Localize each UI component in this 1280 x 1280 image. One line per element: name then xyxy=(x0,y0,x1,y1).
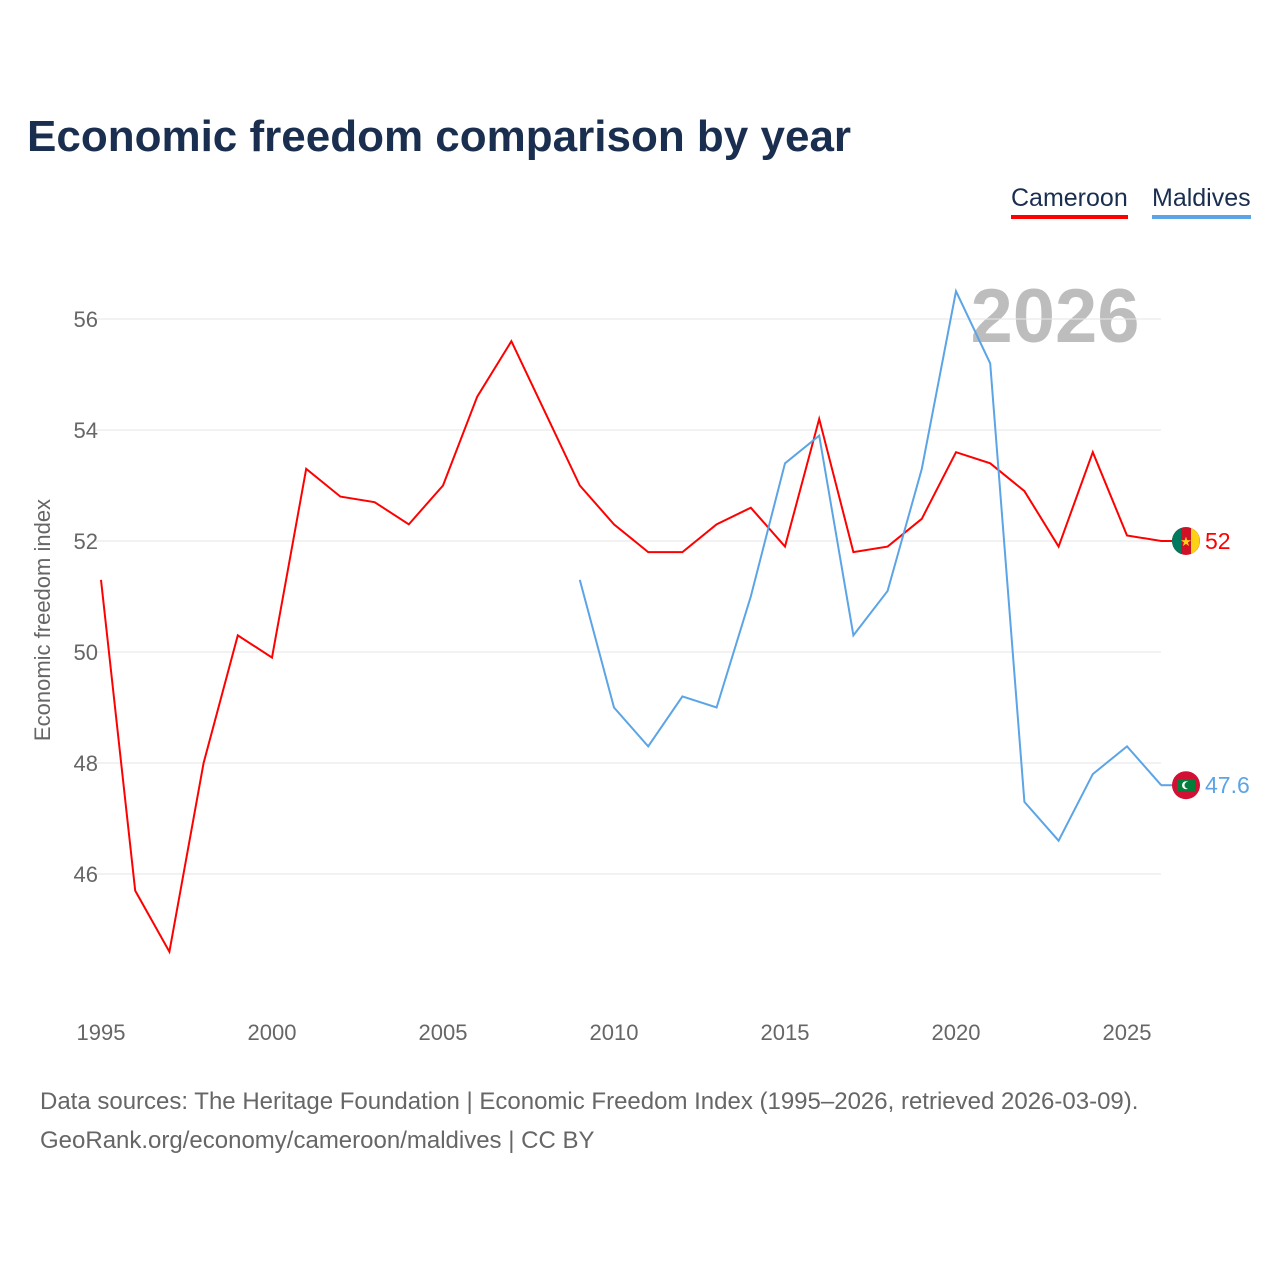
y-tick-label: 52 xyxy=(74,529,98,554)
x-tick-label: 2020 xyxy=(932,1020,981,1045)
legend-maldives[interactable]: Maldives xyxy=(1152,184,1251,219)
source-url: GeoRank.org/economy/cameroon/maldives | … xyxy=(40,1127,595,1154)
flag-yellow-band xyxy=(1191,528,1200,554)
y-axis-label: Economic freedom index xyxy=(30,499,55,741)
y-tick-label: 46 xyxy=(74,862,98,887)
x-tick-label: 2010 xyxy=(590,1020,639,1045)
y-tick-label: 54 xyxy=(74,418,98,443)
legend-cameroon[interactable]: Cameroon xyxy=(1011,184,1128,219)
year-watermark: 2026 xyxy=(970,274,1139,359)
x-tick-label: 1995 xyxy=(77,1020,126,1045)
y-tick-label: 56 xyxy=(74,307,98,332)
y-tick-label: 48 xyxy=(74,751,98,776)
x-tick-label: 2015 xyxy=(761,1020,810,1045)
end-value-label-maldives: 47.6 xyxy=(1205,772,1250,798)
flag-star: ★ xyxy=(1180,534,1192,549)
series-line-cameroon xyxy=(100,339,1162,955)
flag-green-band xyxy=(1172,528,1181,554)
chart-title: Economic freedom comparison by year xyxy=(27,112,852,161)
series-line-maldives xyxy=(578,288,1162,843)
x-tick-label: 2005 xyxy=(419,1020,468,1045)
flag-crescent-cut xyxy=(1184,781,1192,789)
source-note: Data sources: The Heritage Foundation | … xyxy=(40,1088,1139,1115)
x-tick-label: 2025 xyxy=(1103,1020,1152,1045)
end-value-label-cameroon: 52 xyxy=(1205,528,1231,554)
x-tick-label: 2000 xyxy=(248,1020,297,1045)
y-tick-label: 50 xyxy=(74,640,98,665)
